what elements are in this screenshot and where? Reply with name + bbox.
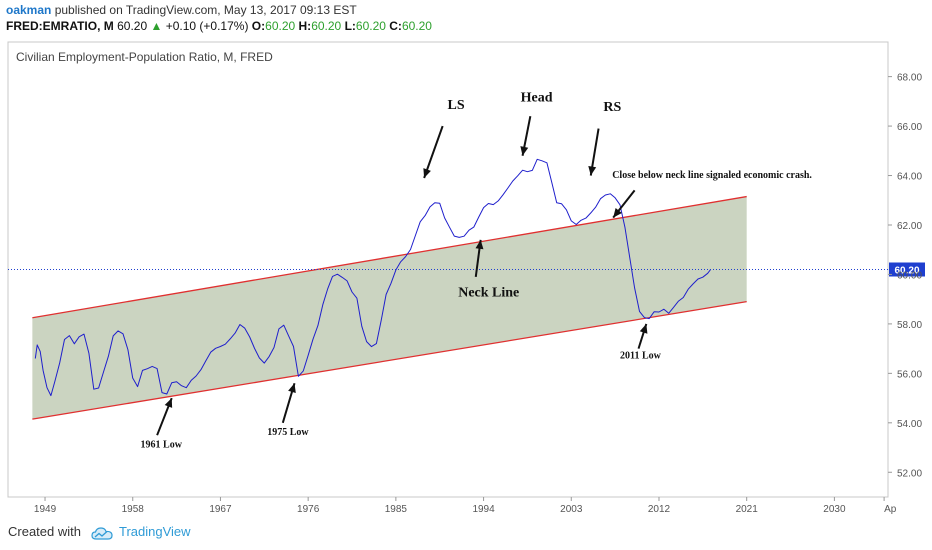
series-layer [34,158,711,397]
y-tick-label: 66.00 [897,122,922,133]
last-price-badge [889,262,925,277]
author-link[interactable]: oakman [6,3,52,17]
annotation-arrowhead [613,208,622,218]
last-price: 60.20 [117,19,148,33]
channel-lower-line [32,301,747,420]
annotation-arrowhead [475,239,484,250]
low-value: 60.20 [355,19,386,33]
last-price-line: 60.20 [8,262,925,277]
annotation-arrowhead [164,398,173,408]
x-tick-label: 1976 [297,504,320,515]
footer: Created with TradingView [8,524,191,546]
low-label: L: [344,19,356,33]
x-tick-label: 2030 [823,504,846,515]
y-tick-label: 52.00 [897,468,922,479]
x-tick-label: 1994 [472,504,495,515]
open-value: 60.20 [265,19,296,33]
time-axis: 1949 1958 1967 1976 1985 1994 2003 2012 2021 2030… [34,497,897,515]
annotation-label: Close below neck line signaled economic … [612,170,812,181]
y-tick-label: 68.00 [897,73,922,84]
annotation-arrowhead [588,165,597,176]
y-tick-label: 62.00 [897,221,922,232]
y-tick-label: 54.00 [897,419,922,430]
created-with-label: Created with [8,524,81,539]
close-label: C: [389,19,402,33]
x-tick-label: 1958 [122,504,145,515]
channel-fill [32,196,747,420]
y-tick-label: 64.00 [897,172,922,183]
y-tick-label: 58.00 [897,320,922,331]
annotation-label: 2011 Low [620,351,662,362]
tradingview-cloud-icon [91,526,113,540]
chart-header: oakman published on TradingView.com, May… [6,0,926,36]
y-tick-label: 56.00 [897,369,922,380]
annotation-label: RS [603,100,621,115]
x-tick-label: 1949 [34,504,57,515]
last-price-badge-label: 60.20 [894,266,919,277]
annotation-arrow [423,125,444,179]
chart-title: Civilian Employment-Population Ratio, M,… [16,50,273,64]
change-value: +0.10 (+0.17%) [165,19,249,33]
x-tick-label: 1967 [209,504,232,515]
annotation-arrowhead [520,146,529,156]
symbol-label: FRED:EMRATIO, M [6,19,114,33]
tradingview-brand-link[interactable]: TradingView [119,524,191,539]
published-text: published on TradingView.com, May 13, 20… [54,3,357,17]
series-line-0 [34,158,711,397]
annotation-arrowhead [639,323,648,334]
x-tick-label: Ap [884,504,897,515]
high-label: H: [298,19,312,33]
price-axis: 68.00 66.00 64.00 62.00 60.00 58.00 56.00 54.00… [888,73,922,479]
open-label: O: [251,19,266,33]
annotation-arrowhead [423,168,431,179]
publish-line: oakman published on TradingView.com, May… [6,3,357,17]
x-tick-label: 1985 [385,504,408,515]
x-tick-label: 2021 [736,504,759,515]
annotations: LS Head RS Close below neck line signaled e… [141,90,813,450]
annotation-label: Head [521,90,553,105]
annotation-label: 1975 Low [267,427,309,438]
close-value: 60.20 [401,19,432,33]
x-tick-label: 2012 [648,504,671,515]
price-channel [32,195,747,420]
annotation-label: 1961 Low [141,440,183,451]
annotation-label: Neck Line [458,286,519,301]
y-tick-label: 60.00 [897,270,922,281]
annotation-arrowhead [288,383,296,394]
annotation-label: LS [448,98,465,113]
channel-upper-line [32,195,747,319]
quote-line: FRED:EMRATIO, M 60.20 ▲ +0.10 (+0.17%) O… [6,19,432,33]
high-value: 60.20 [311,19,342,33]
change-up-icon: ▲ [150,19,163,33]
x-tick-label: 2003 [560,504,583,515]
